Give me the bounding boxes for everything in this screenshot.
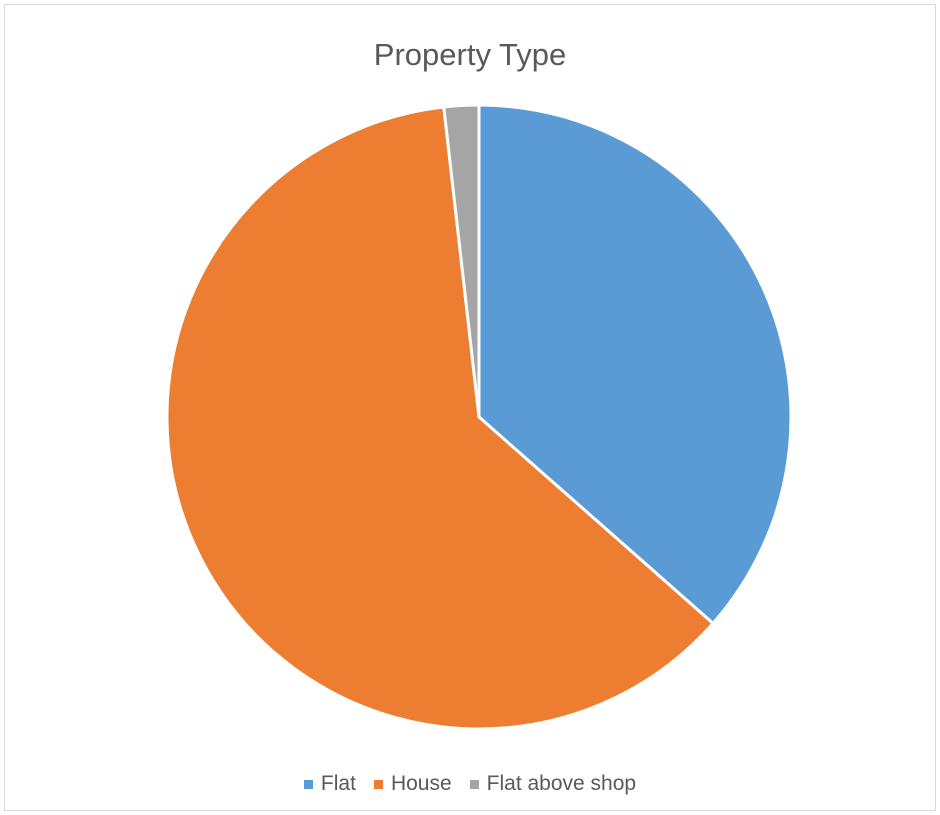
legend-swatch-house bbox=[373, 779, 383, 789]
pie-slice-flat bbox=[477, 103, 793, 625]
pie-chart bbox=[165, 103, 793, 731]
legend: Flat House Flat above shop bbox=[5, 772, 935, 796]
chart-title: Property Type bbox=[373, 37, 567, 72]
legend-label-house: House bbox=[390, 772, 452, 795]
legend-swatch-flat-above-shop bbox=[469, 779, 479, 789]
legend-item-flat-above-shop: Flat above shop bbox=[469, 772, 637, 796]
legend-label-flat: Flat bbox=[320, 772, 356, 795]
pie-slice-house bbox=[165, 105, 715, 731]
legend-item-house: House bbox=[373, 772, 452, 796]
chart-area: Property Type Flat House Flat above shop bbox=[4, 4, 936, 811]
legend-item-flat: Flat bbox=[303, 772, 356, 796]
legend-swatch-flat bbox=[303, 779, 313, 789]
pie-slice-flat-above-shop bbox=[442, 103, 481, 419]
legend-label-flat-above-shop: Flat above shop bbox=[486, 772, 637, 795]
